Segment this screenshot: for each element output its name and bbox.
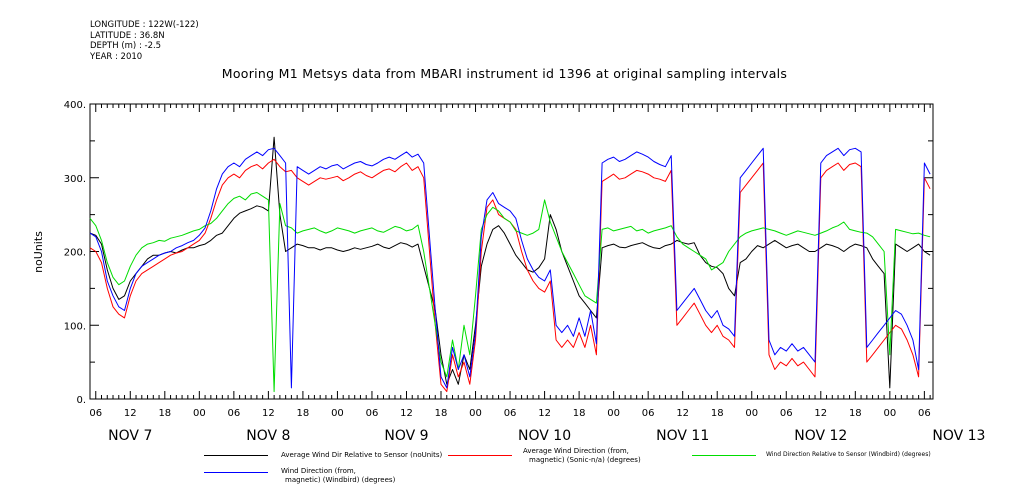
series-line-3	[89, 147, 931, 389]
x-hour-label: 06	[918, 408, 931, 419]
longitude-label: LONGITUDE : 122W(-122)	[90, 20, 199, 30]
x-hour-label: 12	[400, 408, 413, 419]
x-hour-label: 00	[469, 408, 482, 419]
metadata-block: LONGITUDE : 122W(-122) LATITUDE : 36.8N …	[90, 20, 199, 62]
series-line-0	[89, 136, 931, 389]
x-hour-label: 12	[676, 408, 689, 419]
y-tick-label: 300.	[64, 174, 86, 185]
x-hour-label: 12	[814, 408, 827, 419]
legend-swatch-blue	[204, 472, 268, 473]
legend-swatch-green	[692, 455, 756, 456]
x-hour-label: 06	[504, 408, 517, 419]
y-axis-label: noUnits	[32, 231, 45, 273]
x-day-label: NOV 7	[108, 428, 152, 444]
x-hour-label: 18	[297, 408, 310, 419]
plot-frame	[89, 103, 934, 400]
legend-label-red: Average Wind Direction (from, magnetic) …	[523, 447, 641, 464]
x-day-label: NOV 8	[246, 428, 290, 444]
legend-swatch-black	[204, 455, 268, 456]
x-hour-label: 18	[435, 408, 448, 419]
y-tick-label: 200.	[64, 248, 86, 259]
x-day-label: NOV 12	[794, 428, 847, 444]
legend-swatch-red	[448, 455, 512, 456]
x-hour-label: 06	[89, 408, 102, 419]
y-tick-label: 100.	[64, 321, 86, 332]
x-hour-label: 00	[883, 408, 896, 419]
x-hour-label: 06	[780, 408, 793, 419]
x-hour-label: 06	[642, 408, 655, 419]
x-hour-label: 12	[538, 408, 551, 419]
legend-label-blue: Wind Direction (from, magnetic) (Windbir…	[281, 467, 396, 484]
x-day-label: NOV 11	[656, 428, 709, 444]
depth-label: DEPTH (m) : -2.5	[90, 41, 162, 51]
x-hour-label: 18	[711, 408, 724, 419]
x-hour-label: 06	[366, 408, 379, 419]
latitude-label: LATITUDE : 36.8N	[90, 30, 165, 41]
x-hour-label: 00	[607, 408, 620, 419]
x-hour-label: 18	[158, 408, 171, 419]
x-day-label: NOV 13	[932, 428, 985, 444]
x-hour-label: 18	[573, 408, 586, 419]
x-day-label: NOV 10	[518, 428, 571, 444]
legend-label-green: Wind Direction Relative to Sensor (Windb…	[766, 451, 931, 458]
legend-label-black: Average Wind Dir Relative to Sensor (noU…	[281, 451, 443, 459]
y-tick-label: 400.	[64, 100, 86, 111]
x-hour-label: 06	[227, 408, 240, 419]
x-hour-label: 00	[331, 408, 344, 419]
chart-title: Mooring M1 Metsys data from MBARI instru…	[221, 66, 788, 81]
x-hour-label: 18	[849, 408, 862, 419]
y-tick-label: 0.	[76, 395, 86, 406]
x-day-label: NOV 9	[384, 428, 428, 444]
x-hour-label: 12	[262, 408, 275, 419]
year-label: YEAR : 2010	[90, 51, 143, 62]
series-line-1	[89, 158, 931, 393]
x-hour-label: 12	[124, 408, 137, 419]
series-line-2	[89, 192, 931, 393]
x-hour-label: 00	[193, 408, 206, 419]
x-hour-label: 00	[745, 408, 758, 419]
